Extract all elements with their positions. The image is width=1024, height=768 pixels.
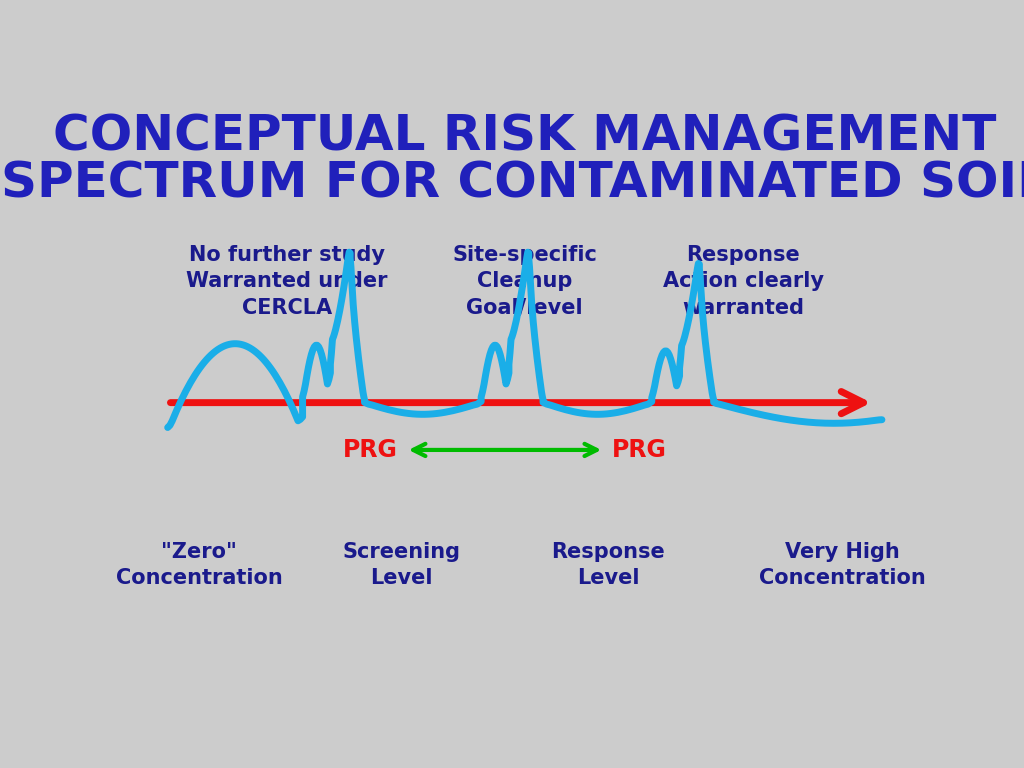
Text: PRG: PRG <box>343 438 397 462</box>
Text: Site-specific
Cleanup
Goal/level: Site-specific Cleanup Goal/level <box>453 245 597 318</box>
Text: Very High
Concentration: Very High Concentration <box>759 542 926 588</box>
Text: "Zero"
Concentration: "Zero" Concentration <box>116 542 283 588</box>
Text: CONCEPTUAL RISK MANAGEMENT: CONCEPTUAL RISK MANAGEMENT <box>53 112 996 161</box>
Text: Response
Action clearly
warranted: Response Action clearly warranted <box>663 245 823 318</box>
Text: No further study
Warranted under
CERCLA: No further study Warranted under CERCLA <box>186 245 387 318</box>
Text: PRG: PRG <box>612 438 667 462</box>
Text: Screening
Level: Screening Level <box>343 542 461 588</box>
Text: Response
Level: Response Level <box>551 542 665 588</box>
Text: SPECTRUM FOR CONTAMINATED SOIL: SPECTRUM FOR CONTAMINATED SOIL <box>1 160 1024 208</box>
